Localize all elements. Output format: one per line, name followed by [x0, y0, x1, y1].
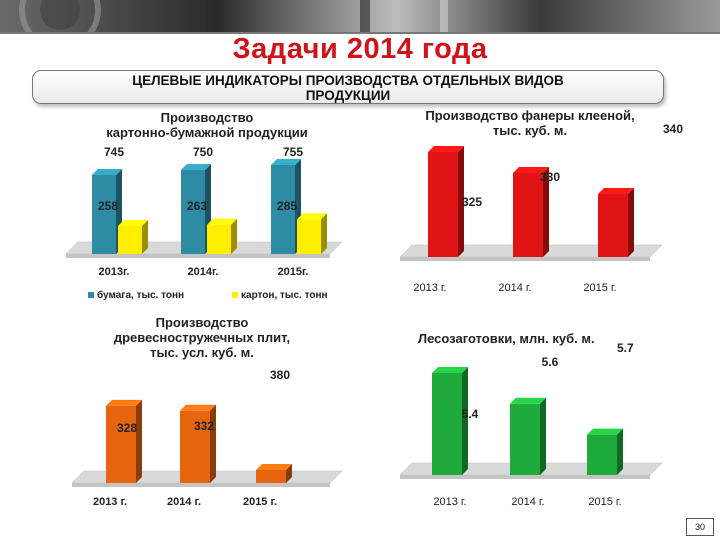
chart-1-floor-edge — [66, 254, 330, 258]
legend-paper-swatch — [88, 292, 94, 299]
chart-2-tick-0: 2013 г. — [413, 282, 446, 294]
chart-3-title-line-1: Производство — [155, 315, 249, 330]
chart-2-bar-0 — [428, 146, 464, 257]
legend-paper-label: бумага, тыс. тонн — [97, 290, 185, 301]
chart-4-bar-2 — [587, 428, 623, 475]
chart-2-title-line-1: Производство фанеры клееной, — [425, 108, 635, 123]
chart-3-label-0: 328 — [117, 421, 137, 435]
chart-1-tick-2: 2015г. — [277, 266, 308, 278]
chart-1-title-line-2: картонно-бумажной продукции — [106, 125, 308, 140]
chart-1-bar-cardboard-2 — [297, 213, 327, 254]
chart-4-bar-0 — [432, 367, 468, 475]
section-subtitle: ЦЕЛЕВЫЕ ИНДИКАТОРЫ ПРОИЗВОДСТВА ОТДЕЛЬНЫ… — [32, 70, 664, 104]
chart-2-label-1: 325 — [462, 195, 482, 209]
chart-1-tick-1: 2014г. — [187, 266, 218, 278]
legend-cardboard: картон, тыс. тонн — [232, 290, 328, 301]
chart-4-tick-1: 2014 г. — [511, 496, 544, 508]
chart-4-title: Лесозаготовки, млн. куб. м. — [418, 331, 638, 346]
chart-3-bar-0 — [106, 399, 142, 483]
chart-1-label-cardboard-1: 263 — [187, 199, 207, 213]
chart-3-tick-2: 2015 г. — [243, 496, 277, 508]
chart-2-bar-2 — [598, 188, 634, 257]
chart-3-tick-0: 2013 г. — [93, 496, 127, 508]
subtitle-line-1: ЦЕЛЕВЫЕ ИНДИКАТОРЫ ПРОИЗВОДСТВА ОТДЕЛЬНЫ… — [132, 73, 564, 88]
chart-1-tick-0: 2013г. — [98, 266, 129, 278]
chart-3-label-2: 380 — [270, 368, 290, 382]
chart-4-bar-1 — [510, 397, 546, 475]
chart-4-extra-label: 5.7 — [617, 341, 634, 355]
chart-4-label-1: 5.4 — [462, 407, 479, 421]
subtitle-line-2: ПРОДУКЦИИ — [305, 88, 391, 103]
chart-3-tick-1: 2014 г. — [167, 496, 201, 508]
chart-2-tick-2: 2015 г. — [583, 282, 616, 294]
chart-2-floor-edge — [400, 257, 650, 261]
chart-1-bar-paper-0 — [92, 169, 122, 254]
chart-2-tick-1: 2014 г. — [498, 282, 531, 294]
chart-1-label-paper-0: 745 — [104, 145, 124, 159]
chart-2-title-line-2: тыс. куб. м. — [492, 123, 568, 138]
chart-1-label-paper-2: 755 — [283, 145, 303, 159]
chart-1-title-line-1: Производство — [160, 110, 254, 125]
chart-2-bar-1 — [513, 167, 549, 257]
chart-1-label-cardboard-0: 258 — [98, 199, 118, 213]
chart-3-title: Производство древесностружечных плит, ты… — [82, 315, 322, 360]
legend-cardboard-label: картон, тыс. тонн — [241, 290, 328, 301]
chart-3-title-line-2: древесностружечных плит, — [113, 330, 291, 345]
chart-2-label-2: 330 — [540, 170, 560, 184]
legend-cardboard-swatch — [232, 292, 238, 299]
chart-4-floor-edge — [400, 475, 650, 479]
chart-2-extra-label: 340 — [663, 122, 684, 136]
chart-1-label-cardboard-2: 285 — [277, 199, 297, 213]
chart-4-label-2: 5.6 — [542, 355, 559, 369]
header-banner-image — [0, 0, 720, 34]
chart-3-bar-2 — [256, 464, 292, 483]
chart-2-title: Производство фанеры клееной, тыс. куб. м… — [395, 108, 665, 138]
chart-1-title: Производство картонно-бумажной продукции — [92, 110, 322, 140]
chart-1-bar-cardboard-0 — [118, 220, 148, 254]
chart-4-tick-0: 2013 г. — [433, 496, 466, 508]
chart-3-label-1: 332 — [194, 419, 214, 433]
chart-1-bar-cardboard-1 — [207, 218, 237, 254]
chart-3-bar-1 — [180, 404, 216, 483]
chart-1-label-paper-1: 750 — [193, 145, 213, 159]
chart-4-tick-2: 2015 г. — [588, 496, 621, 508]
slide-number: 30 — [686, 518, 714, 536]
chart-4-title-line-1: Лесозаготовки, млн. куб. м. — [418, 331, 595, 346]
chart-3-title-line-3: тыс. усл. куб. м. — [150, 345, 254, 360]
chart-3-floor-edge — [72, 483, 330, 487]
legend-paper: бумага, тыс. тонн — [88, 290, 184, 301]
page-title: Задачи 2014 года — [232, 33, 488, 65]
